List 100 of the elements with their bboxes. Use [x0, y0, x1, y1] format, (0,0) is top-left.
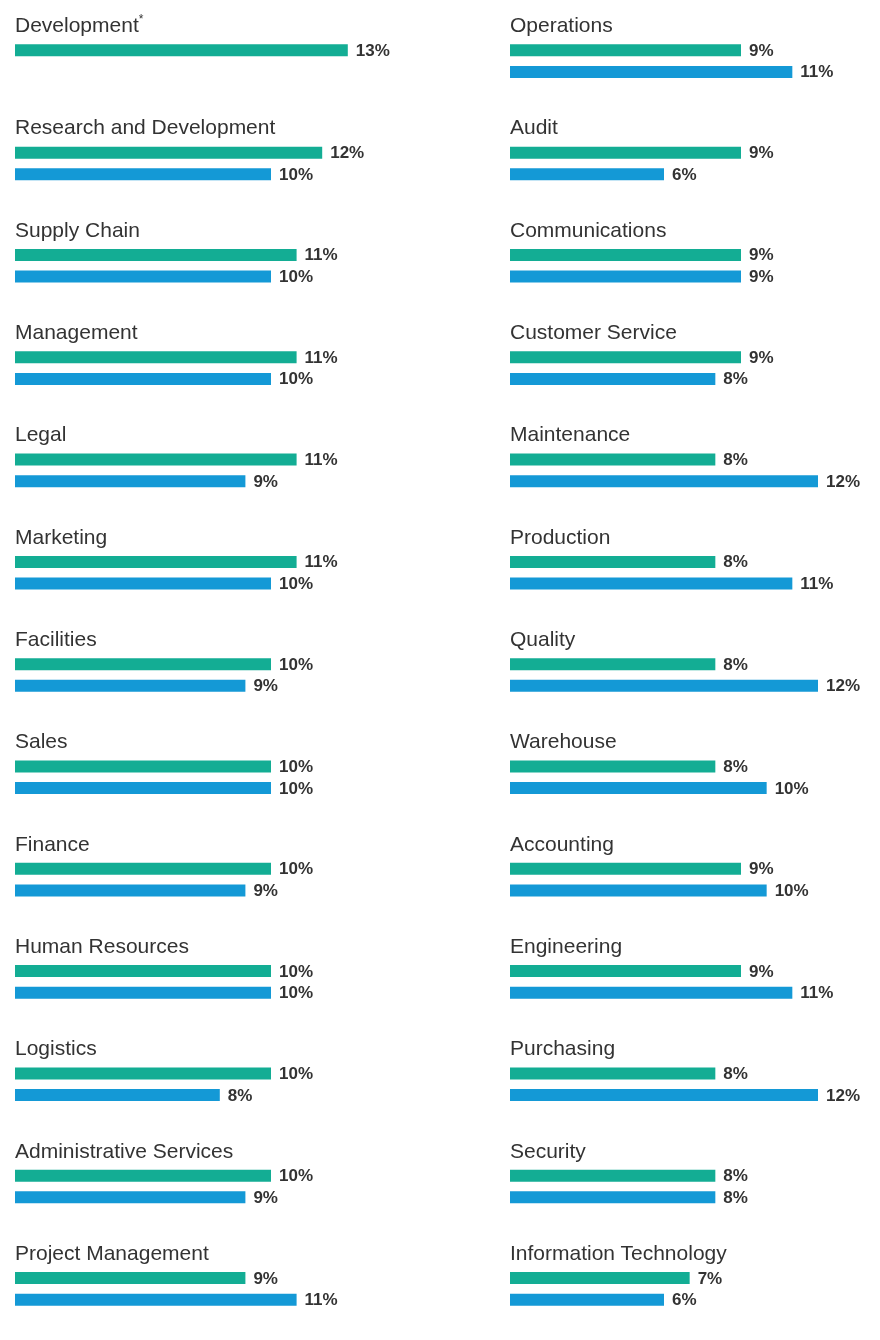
bar	[510, 1191, 716, 1204]
data-label: 10%	[279, 859, 314, 879]
data-label: 10%	[279, 1063, 314, 1083]
bar	[15, 1293, 297, 1306]
y-tick-label: Information Technology	[510, 1240, 728, 1264]
bar	[510, 1293, 664, 1306]
y-tick-label: Sales	[15, 729, 68, 753]
bar	[15, 248, 297, 261]
y-tick-label: Human Resources	[15, 933, 189, 957]
bar	[15, 1169, 271, 1182]
data-label: 8%	[723, 654, 748, 674]
bar	[15, 372, 271, 385]
bar	[510, 372, 716, 385]
data-label: 10%	[279, 164, 314, 184]
y-tick-label: Security	[510, 1138, 587, 1162]
y-tick-label: Development*	[15, 12, 144, 36]
y-tick-label: Customer Service	[510, 320, 677, 344]
bar	[510, 782, 767, 795]
bar	[510, 1272, 690, 1285]
data-label: 8%	[227, 1085, 253, 1105]
bar	[510, 65, 793, 78]
bar	[510, 453, 716, 466]
data-label: 11%	[304, 1290, 338, 1310]
bar	[15, 679, 246, 692]
data-label: 10%	[279, 961, 314, 981]
data-label: 11%	[304, 347, 338, 367]
bar	[510, 965, 741, 978]
bar	[510, 760, 716, 773]
data-label: 10%	[279, 369, 314, 389]
bar	[15, 270, 271, 283]
bar	[15, 884, 246, 897]
y-tick-label: Administrative Services	[15, 1138, 234, 1162]
y-tick-label: Warehouse	[510, 729, 617, 753]
y-tick-label: Engineering	[510, 933, 623, 957]
bar	[15, 44, 348, 57]
data-label: 8%	[723, 757, 748, 777]
bar	[15, 760, 271, 773]
bar	[510, 168, 664, 181]
data-label: 12%	[826, 676, 861, 696]
data-label: 11%	[800, 62, 834, 82]
data-label: 9%	[749, 347, 774, 367]
data-label: 11%	[800, 573, 834, 593]
bar	[15, 475, 246, 488]
bar	[510, 475, 818, 488]
y-tick-label: Communications	[510, 217, 667, 241]
data-label: 8%	[723, 1166, 748, 1186]
bar	[510, 884, 767, 897]
data-label: 9%	[253, 676, 278, 696]
y-tick-label: Supply Chain	[15, 217, 140, 241]
bar	[15, 782, 271, 795]
bar	[510, 1089, 818, 1102]
data-label: 9%	[253, 1268, 278, 1288]
bar	[15, 1089, 220, 1102]
bar	[510, 862, 741, 875]
y-tick-label: Marketing	[15, 524, 108, 548]
bar	[15, 965, 271, 978]
bar	[15, 658, 271, 671]
bar	[15, 453, 297, 466]
bar	[510, 679, 818, 692]
bar	[510, 44, 741, 57]
bar	[510, 146, 741, 159]
bar	[15, 1191, 246, 1204]
data-label: 10%	[774, 880, 809, 900]
y-tick-label: Production	[510, 524, 611, 548]
data-label: 8%	[723, 552, 748, 572]
data-label: 6%	[672, 164, 697, 184]
y-tick-label: Audit	[510, 115, 559, 139]
bar	[510, 351, 741, 364]
data-label: 10%	[279, 654, 314, 674]
bar	[15, 168, 271, 181]
bar	[510, 1169, 716, 1182]
data-label: 11%	[304, 245, 338, 265]
bar	[15, 1272, 246, 1285]
y-tick-label: Management	[15, 320, 138, 344]
y-tick-label: Quality	[510, 627, 576, 650]
y-tick-label: Operations	[510, 13, 613, 37]
bar	[510, 577, 793, 590]
data-label: 10%	[279, 1166, 314, 1186]
data-label: 6%	[672, 1290, 697, 1310]
bar	[510, 555, 716, 568]
data-label: 9%	[749, 143, 774, 163]
y-tick-label: Legal	[15, 422, 67, 446]
y-tick-label: Maintenance	[510, 422, 631, 446]
bar	[510, 270, 741, 283]
data-label: 9%	[253, 880, 278, 900]
y-tick-label: Logistics	[15, 1036, 97, 1060]
bar	[15, 555, 297, 568]
data-label: 9%	[253, 471, 278, 491]
data-label: 11%	[304, 552, 338, 572]
data-label: 11%	[304, 450, 338, 470]
bar	[15, 862, 271, 875]
data-label: 10%	[774, 778, 809, 798]
bar	[15, 1067, 271, 1080]
data-label: 11%	[800, 983, 834, 1003]
data-label: 9%	[749, 961, 774, 981]
data-label: 8%	[723, 1187, 748, 1207]
bar	[510, 248, 741, 261]
data-label: 12%	[330, 143, 365, 163]
y-tick-label: Accounting	[510, 831, 614, 855]
y-tick-label: Research and Development	[15, 115, 276, 139]
